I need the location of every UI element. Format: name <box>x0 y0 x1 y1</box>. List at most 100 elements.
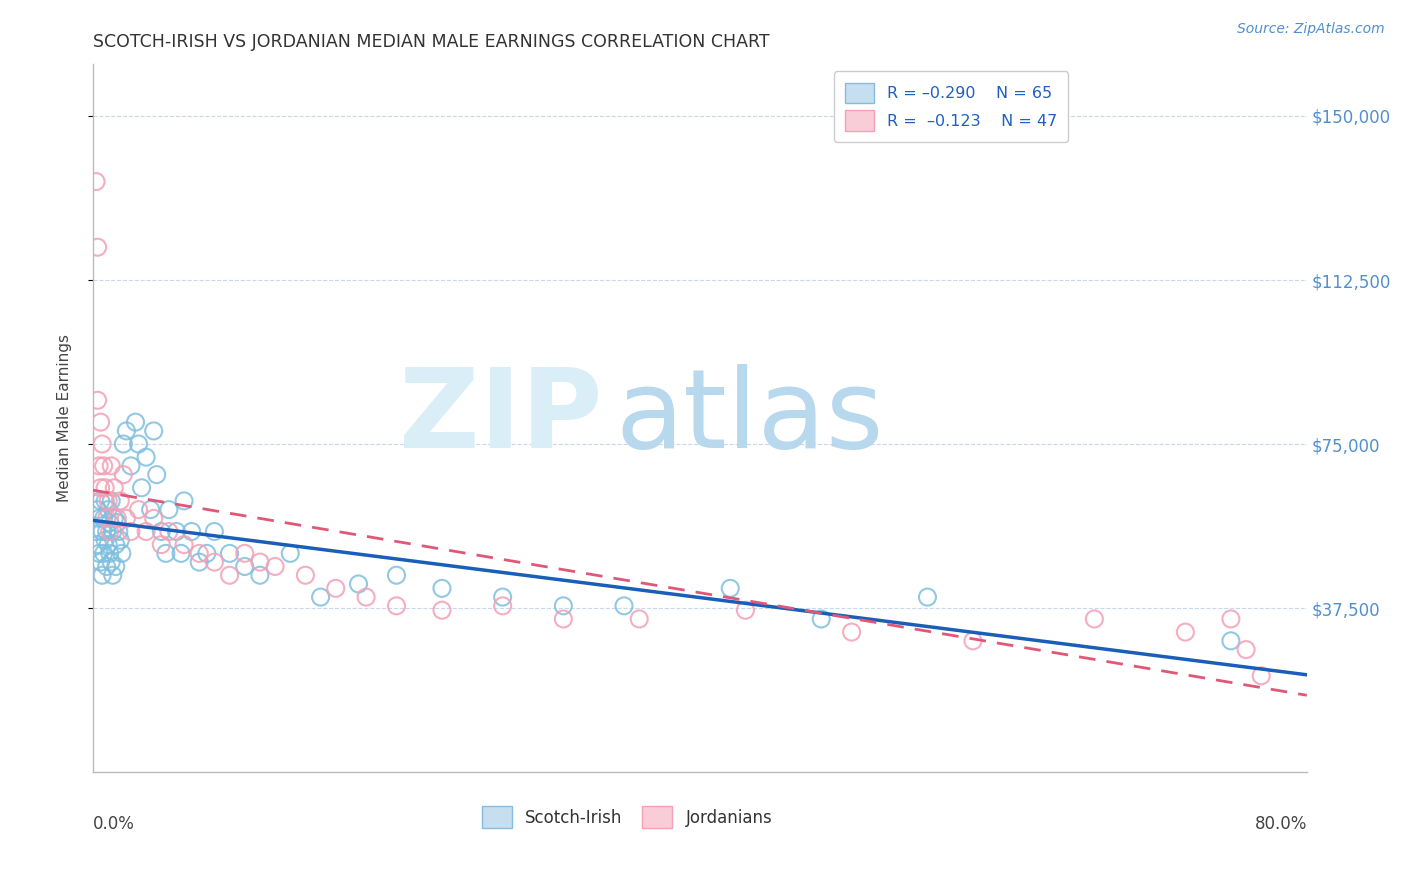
Point <box>492 590 515 604</box>
Point <box>110 533 132 548</box>
Point <box>91 437 114 451</box>
Point <box>86 538 108 552</box>
Point <box>94 533 117 548</box>
Point <box>90 555 112 569</box>
Point <box>613 599 636 613</box>
Point <box>97 502 120 516</box>
Point <box>128 502 150 516</box>
Point <box>97 538 120 552</box>
Point <box>142 511 165 525</box>
Point <box>264 559 287 574</box>
Point <box>202 524 225 539</box>
Point <box>93 546 115 560</box>
Point <box>385 568 408 582</box>
Point <box>325 582 347 596</box>
Point <box>135 524 157 539</box>
Point <box>309 590 332 604</box>
Point <box>124 415 146 429</box>
Point <box>1250 669 1272 683</box>
Point <box>101 524 124 539</box>
Point <box>553 599 575 613</box>
Text: SCOTCH-IRISH VS JORDANIAN MEDIAN MALE EARNINGS CORRELATION CHART: SCOTCH-IRISH VS JORDANIAN MEDIAN MALE EA… <box>93 33 769 51</box>
Point <box>105 516 128 530</box>
Point <box>101 568 124 582</box>
Point <box>841 625 863 640</box>
Point <box>105 511 128 525</box>
Point <box>173 494 195 508</box>
Point <box>94 494 117 508</box>
Point <box>1219 612 1241 626</box>
Text: ZIP: ZIP <box>399 364 603 471</box>
Point <box>430 582 453 596</box>
Text: Source: ZipAtlas.com: Source: ZipAtlas.com <box>1237 22 1385 37</box>
Point <box>150 538 173 552</box>
Point <box>91 568 114 582</box>
Point <box>110 494 132 508</box>
Point <box>97 494 120 508</box>
Point <box>104 559 127 574</box>
Point <box>553 612 575 626</box>
Point <box>233 559 256 574</box>
Point <box>155 546 177 560</box>
Point <box>354 590 377 604</box>
Point <box>90 415 112 429</box>
Point <box>166 524 188 539</box>
Point <box>233 546 256 560</box>
Point <box>100 555 122 569</box>
Text: 80.0%: 80.0% <box>1254 814 1306 832</box>
Point <box>218 546 240 560</box>
Point <box>86 240 108 254</box>
Text: 0.0%: 0.0% <box>93 814 135 832</box>
Point <box>385 599 408 613</box>
Point <box>87 511 110 525</box>
Point <box>112 437 135 451</box>
Point <box>249 555 271 569</box>
Point <box>98 524 121 539</box>
Point <box>1083 612 1105 626</box>
Point <box>218 568 240 582</box>
Point <box>157 502 180 516</box>
Point <box>294 568 316 582</box>
Point <box>84 175 107 189</box>
Point <box>115 424 138 438</box>
Point <box>135 450 157 464</box>
Point <box>98 546 121 560</box>
Point <box>202 555 225 569</box>
Point <box>87 458 110 473</box>
Point <box>100 458 122 473</box>
Point <box>150 524 173 539</box>
Legend: Scotch-Irish, Jordanians: Scotch-Irish, Jordanians <box>475 800 779 835</box>
Point <box>145 467 167 482</box>
Point <box>195 546 218 560</box>
Point <box>87 546 110 560</box>
Point <box>249 568 271 582</box>
Point <box>628 612 651 626</box>
Point <box>90 481 112 495</box>
Point <box>94 481 117 495</box>
Point <box>131 481 153 495</box>
Point <box>180 524 202 539</box>
Point <box>93 511 115 525</box>
Point <box>347 577 370 591</box>
Point <box>86 393 108 408</box>
Point <box>86 502 108 516</box>
Point <box>115 511 138 525</box>
Point <box>734 603 756 617</box>
Text: atlas: atlas <box>614 364 883 471</box>
Point <box>1219 633 1241 648</box>
Point <box>103 511 125 525</box>
Point <box>718 582 741 596</box>
Point <box>188 555 211 569</box>
Point <box>112 467 135 482</box>
Point <box>1234 642 1257 657</box>
Y-axis label: Median Male Earnings: Median Male Earnings <box>58 334 72 502</box>
Point <box>173 538 195 552</box>
Point <box>107 524 129 539</box>
Point <box>142 424 165 438</box>
Point <box>96 524 118 539</box>
Point <box>492 599 515 613</box>
Point <box>96 511 118 525</box>
Point <box>430 603 453 617</box>
Point <box>104 538 127 552</box>
Point <box>96 559 118 574</box>
